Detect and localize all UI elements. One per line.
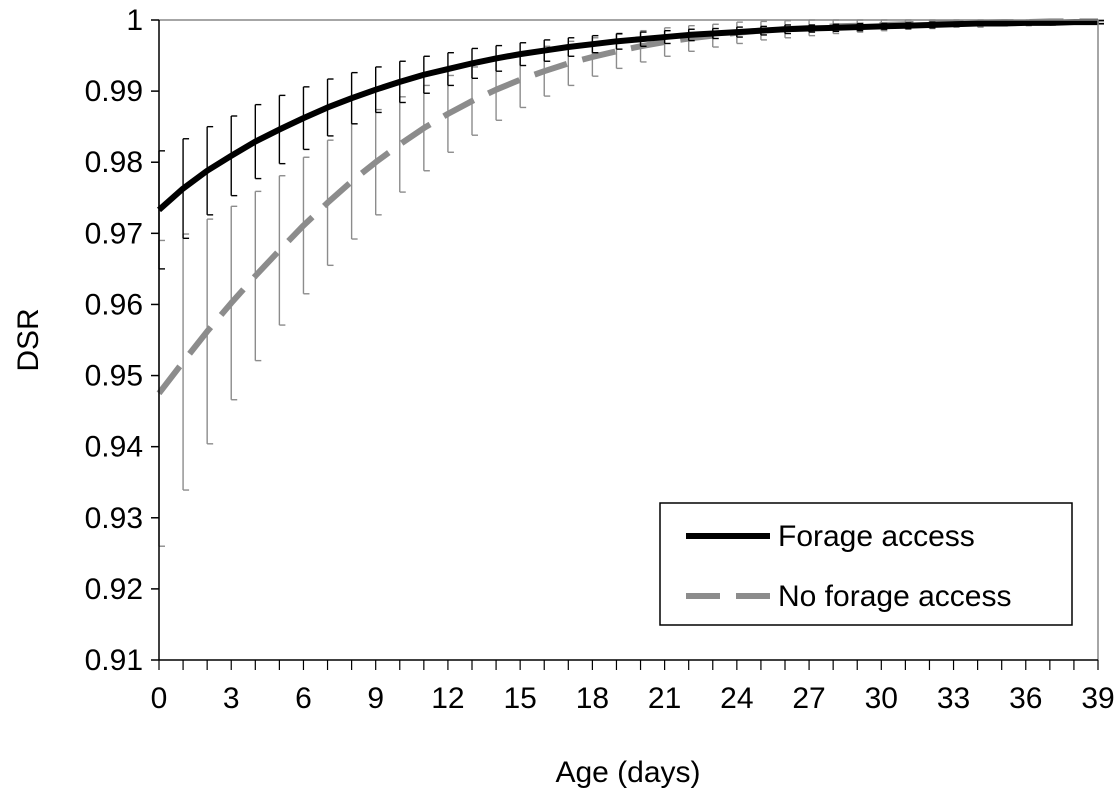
y-tick-label: 0.91 [85, 644, 143, 677]
y-tick-label: 0.96 [85, 288, 143, 321]
x-tick-label: 21 [648, 682, 681, 715]
series-forage-access [157, 19, 1104, 270]
y-axis-title: DSR [12, 308, 45, 371]
y-tick-label: 0.92 [85, 573, 143, 606]
series-line [157, 19, 1098, 213]
plot-area [156, 18, 1104, 547]
x-tick-label: 39 [1081, 682, 1114, 715]
x-tick-label: 33 [937, 682, 970, 715]
y-tick-label: 0.95 [85, 360, 143, 393]
legend-box [659, 502, 1073, 626]
x-tick-label: 27 [792, 682, 825, 715]
x-tick-label: 3 [223, 682, 240, 715]
x-tick-label: 12 [431, 682, 464, 715]
x-tick-label: 36 [1009, 682, 1042, 715]
y-tick-label: 0.98 [85, 146, 143, 179]
y-tick-label: 1 [126, 4, 143, 37]
legend: Forage access No forage access [659, 502, 1073, 626]
x-axis-title: Age (days) [555, 756, 700, 789]
series-line [156, 18, 1098, 396]
x-tick-label: 15 [503, 682, 536, 715]
series-no-forage-access [156, 18, 1104, 547]
x-tick-label: 9 [367, 682, 384, 715]
x-tick-label: 6 [295, 682, 312, 715]
legend-label-no-forage-access: No forage access [778, 580, 1011, 613]
y-tick-label: 0.97 [85, 217, 143, 250]
y-tick-label: 0.99 [85, 75, 143, 108]
x-tick-label: 30 [865, 682, 898, 715]
legend-label-forage-access: Forage access [778, 520, 975, 553]
x-tick-label: 24 [720, 682, 753, 715]
x-tick-label: 18 [576, 682, 609, 715]
y-tick-label: 0.93 [85, 502, 143, 535]
x-tick-label: 0 [151, 682, 168, 715]
y-tick-label: 0.94 [85, 431, 143, 464]
